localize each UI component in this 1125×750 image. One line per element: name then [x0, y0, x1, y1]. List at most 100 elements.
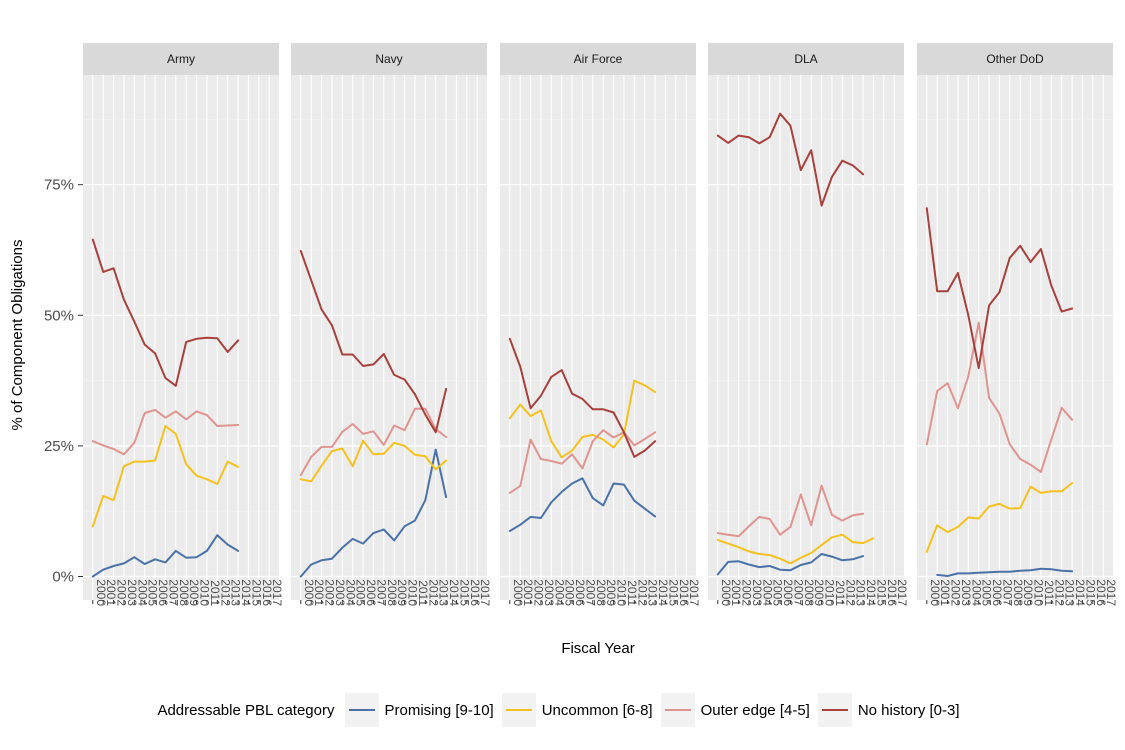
- x-tick-label: 2003: [125, 579, 139, 606]
- legend-swatch-uncommon: [505, 709, 532, 711]
- x-tick-label: 2012: [426, 579, 440, 606]
- x-tick-label: 2016: [677, 579, 691, 606]
- legend-label-uncommon: Uncommon [6-8]: [541, 701, 653, 719]
- x-tick-label: 2008: [385, 579, 399, 606]
- legend-swatch-no-history: [821, 709, 848, 711]
- x-tick-label: 2011: [625, 580, 639, 606]
- x-tick-label: 2002: [323, 579, 337, 606]
- y-tick-label: 25%: [44, 438, 74, 455]
- x-tick-label: 2016: [885, 579, 899, 606]
- x-tick-label: 2012: [1052, 579, 1066, 606]
- y-axis: 0% 25% 50% 75%: [44, 177, 83, 585]
- x-tick-label: 2015: [457, 579, 471, 606]
- series-line-outer-edge-4-5: [925, 321, 1074, 473]
- x-tick-label: 2001: [312, 579, 326, 606]
- legend-swatch-promising: [348, 709, 375, 711]
- x-tick-label: 2003: [542, 579, 556, 606]
- x-tick-label: 2016: [468, 579, 482, 606]
- legend-title: Addressable PBL category: [157, 701, 335, 719]
- x-tick-label: 2006: [990, 579, 1004, 606]
- series-line-uncommon-6-8: [925, 482, 1074, 553]
- x-tick-label: 2008: [594, 579, 608, 606]
- panel-strip: [708, 43, 904, 75]
- series-line-outer-edge-4-5: [91, 408, 240, 456]
- x-tick-label: 2003: [333, 579, 347, 606]
- x-tick-label: 2015: [666, 579, 680, 606]
- panel-dla: DLA2000200120022003200420052006200720082…: [708, 43, 909, 606]
- x-tick-label: 2011: [833, 580, 847, 606]
- x-tick-label: 2017: [1104, 579, 1118, 606]
- x-tick-label: 2001: [938, 579, 952, 606]
- x-tick-label: 2005: [146, 579, 160, 606]
- x-tick-label: 2012: [218, 579, 232, 606]
- x-tick-label: 2002: [740, 579, 754, 606]
- legend-key-promising: [344, 693, 379, 727]
- series-line-promising-9-10: [91, 534, 240, 578]
- y-tick-label: 0%: [52, 568, 74, 585]
- series-line-no-history-0-3: [299, 250, 448, 434]
- x-tick-label: 2005: [563, 579, 577, 606]
- panel-background: [500, 75, 696, 600]
- legend-item-no-history: No history [0-3]: [817, 693, 964, 727]
- panel-navy: Navy 200020012002200320042005200620072008…: [291, 43, 492, 606]
- x-tick-label: 2000: [511, 579, 525, 606]
- panel-background: [83, 75, 279, 600]
- series-line-promising-9-10: [936, 567, 1074, 577]
- x-tick-label: 2005: [354, 579, 368, 606]
- x-tick-label: 2010: [198, 579, 212, 606]
- x-tick-label: 2010: [1032, 579, 1046, 606]
- x-tick-label: 2007: [374, 579, 388, 606]
- y-tick-label: 50%: [44, 307, 74, 324]
- series-line-no-history-0-3: [91, 238, 240, 387]
- x-tick-label: 2014: [864, 579, 878, 606]
- panel-background: [291, 75, 487, 600]
- series-line-promising-9-10: [508, 477, 657, 532]
- panel-strip: [917, 43, 1113, 75]
- y-axis-title: % of Component Obligations: [9, 240, 26, 431]
- x-tick-label: 2004: [760, 579, 774, 606]
- x-tick-label: 2001: [521, 579, 535, 606]
- x-tick-label: 2014: [239, 579, 253, 606]
- panel-strip: [83, 43, 279, 75]
- legend-key-no-history: [817, 693, 852, 727]
- x-tick-label: 2011: [1042, 580, 1056, 606]
- x-tick-label: 2010: [615, 579, 629, 606]
- x-tick-label: 2016: [260, 579, 274, 606]
- legend-label-no-history: No history [0-3]: [857, 701, 960, 719]
- x-tick-label: 2009: [395, 579, 409, 606]
- x-tick-label: 2013: [437, 579, 451, 606]
- x-tick-label: 2002: [532, 579, 546, 606]
- panel-strip: [500, 43, 696, 75]
- x-tick-label: 2017: [270, 579, 284, 606]
- x-tick-label: 2006: [573, 579, 587, 606]
- x-tick-label: 2017: [478, 579, 492, 606]
- x-tick-label: 2015: [249, 579, 263, 606]
- panel-strip: [291, 43, 487, 75]
- series-line-uncommon-6-8: [299, 439, 448, 483]
- series-line-no-history-0-3: [716, 112, 865, 207]
- x-tick-label: 2017: [895, 579, 909, 606]
- x-tick-label: 2013: [854, 579, 868, 606]
- x-tick-label: 2007: [1000, 579, 1014, 606]
- x-tick-label: 2005: [980, 579, 994, 606]
- legend-key-uncommon: [501, 693, 536, 727]
- panels-layer: Army200020012002200320042005200620072008…: [83, 43, 1118, 606]
- x-tick-label: 2016: [1094, 579, 1108, 606]
- x-tick-label: 2013: [1063, 579, 1077, 606]
- x-tick-label: 2006: [156, 579, 170, 606]
- legend-item-uncommon: Uncommon [6-8]: [501, 693, 657, 727]
- x-tick-label: 2006: [364, 579, 378, 606]
- x-tick-label: 2004: [343, 579, 357, 606]
- x-tick-label: 2017: [687, 579, 701, 606]
- x-tick-label: 2003: [750, 579, 764, 606]
- x-tick-label: 2004: [552, 579, 566, 606]
- series-line-no-history-0-3: [925, 207, 1074, 370]
- x-tick-label: 2015: [1083, 579, 1097, 606]
- x-tick-label: 2000: [94, 579, 108, 606]
- x-tick-label: 2009: [604, 579, 618, 606]
- x-tick-label: 2014: [656, 579, 670, 606]
- x-tick-label: 2012: [843, 579, 857, 606]
- x-tick-label: 2002: [115, 579, 129, 606]
- x-tick-label: 2008: [177, 579, 191, 606]
